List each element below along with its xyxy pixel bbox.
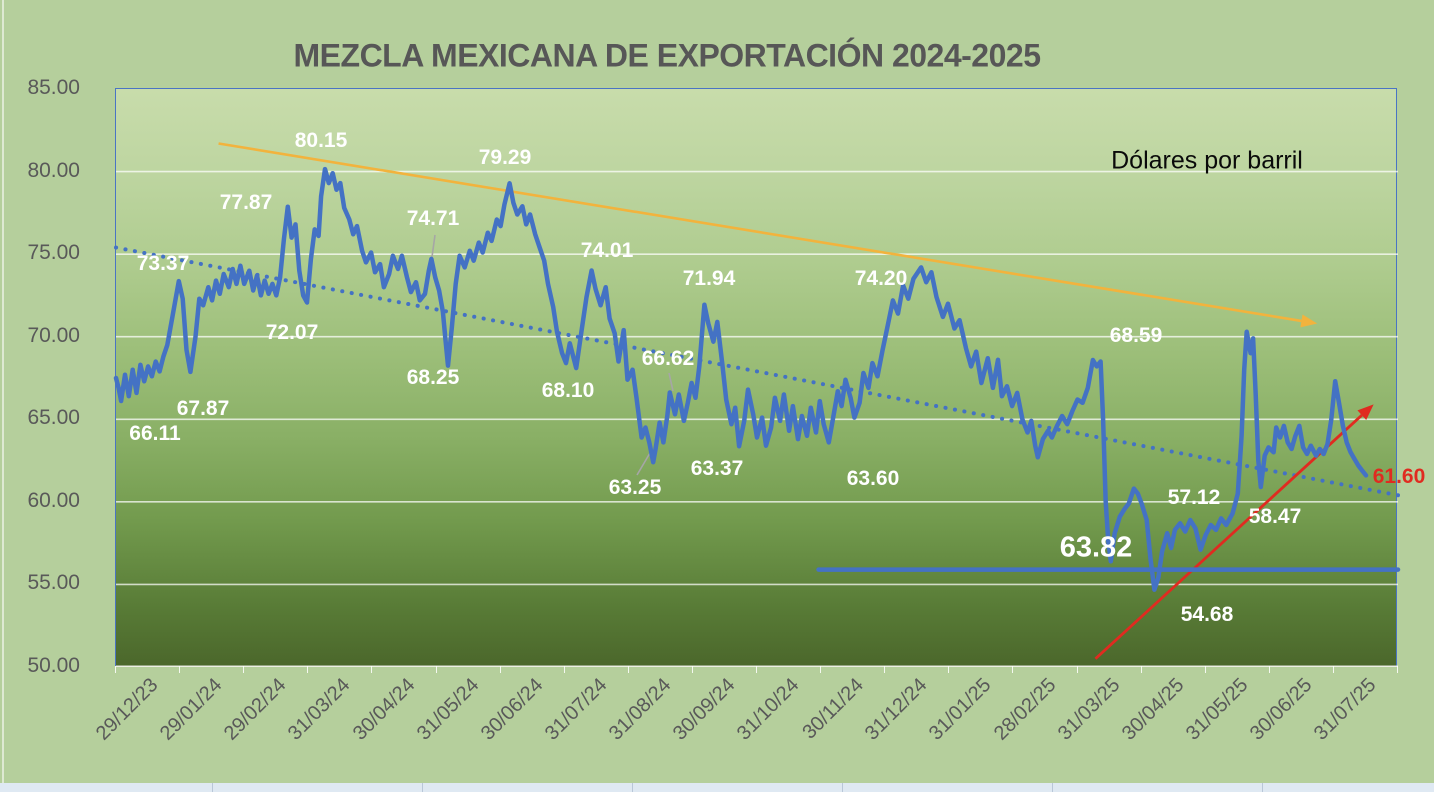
- axis-tick-mark: [563, 666, 565, 673]
- resistance-arrow: [218, 142, 1302, 323]
- axis-tick-mark: [1204, 666, 1206, 673]
- x-axis-tick-text: 29/02/24: [220, 674, 291, 745]
- data-label: 54.68: [1180, 603, 1234, 626]
- data-label: 57.12: [1167, 486, 1221, 509]
- x-axis-tick-text: 31/10/24: [732, 674, 804, 745]
- axis-tick-mark: [499, 666, 501, 673]
- axis-tick-mark: [115, 666, 116, 673]
- y-axis-tick-label: 80.00: [27, 158, 80, 182]
- y-axis-tick-label: 65.00: [27, 406, 80, 430]
- label-leader-line: [668, 372, 674, 392]
- axis-tick-mark: [691, 666, 693, 673]
- x-axis-tick-text: 30/06/24: [476, 674, 548, 745]
- unit-label: Dólares por barril: [1111, 146, 1303, 175]
- sheet-cell-border: [1262, 783, 1263, 792]
- sheet-strip: [0, 783, 1434, 792]
- x-axis-tick-text: 31/12/24: [861, 674, 932, 745]
- data-label: 63.25: [608, 476, 662, 499]
- axis-tick-mark: [884, 666, 886, 673]
- data-label: 58.47: [1248, 505, 1302, 528]
- x-axis-tick-text: 28/02/25: [989, 674, 1060, 745]
- x-axis-tick-text: 31/07/24: [540, 674, 612, 745]
- data-label: 66.11: [129, 422, 181, 445]
- data-label: 68.59: [1109, 324, 1163, 347]
- x-axis-tick-text: 31/01/25: [925, 674, 996, 745]
- axis-tick-mark: [179, 666, 181, 673]
- sheet-cell-border: [422, 783, 423, 792]
- axis-tick-mark: [371, 666, 373, 673]
- data-label: 79.29: [478, 146, 532, 169]
- x-axis-tick-text: 31/03/25: [1053, 674, 1125, 745]
- sheet-edge-line: [2, 0, 4, 783]
- x-axis-tick-text: 31/05/25: [1181, 674, 1253, 745]
- axis-tick-mark: [243, 666, 245, 673]
- chart-title: MEZCLA MEXICANA DE EXPORTACIÓN 2024-2025: [293, 37, 1041, 74]
- axis-tick-mark: [756, 666, 757, 673]
- axis-tick-mark: [1397, 666, 1398, 673]
- x-axis-tick-text: 31/08/24: [604, 674, 676, 745]
- data-label: 66.62: [641, 347, 695, 370]
- axis-tick-mark: [1268, 666, 1270, 673]
- sheet-cell-border: [842, 783, 843, 792]
- axis-tick-mark: [627, 666, 629, 673]
- data-label: 61.60: [1372, 465, 1426, 488]
- y-axis-tick-label: 70.00: [27, 323, 80, 347]
- axis-tick-mark: [820, 666, 822, 673]
- sheet-cell-border: [1052, 783, 1053, 792]
- label-leader-line: [636, 452, 651, 476]
- x-axis-tick-text: 31/05/24: [412, 674, 484, 745]
- y-axis-tick-label: 60.00: [27, 488, 80, 512]
- x-axis-tick-text: 30/09/24: [668, 674, 740, 745]
- data-label: 63.37: [690, 457, 744, 480]
- chart-svg: [113, 142, 1401, 667]
- data-label: 72.07: [265, 321, 319, 344]
- data-label: 63.60: [846, 467, 900, 490]
- y-axis-tick-label: 55.00: [27, 571, 80, 595]
- data-label: 74.01: [580, 239, 634, 262]
- axis-tick-mark: [1076, 666, 1078, 673]
- data-label: 74.71: [406, 207, 460, 230]
- x-axis-tick-text: 31/03/24: [284, 674, 355, 745]
- x-axis-tick-text: 29/12/23: [91, 674, 163, 745]
- x-axis-tick-text: 30/06/25: [1245, 674, 1317, 745]
- data-label: 71.94: [682, 267, 736, 290]
- sheet-cell-border: [212, 783, 213, 792]
- axis-tick-mark: [1012, 666, 1014, 673]
- x-axis-tick-text: 30/04/24: [348, 674, 419, 745]
- price-series-line: [113, 166, 1369, 592]
- data-label: 73.37: [136, 252, 190, 275]
- data-label: 80.15: [294, 129, 348, 152]
- x-axis-tick-text: 30/11/24: [798, 674, 868, 744]
- data-label: 77.87: [219, 191, 273, 214]
- label-leader-line: [431, 234, 436, 258]
- sheet-cell-border: [632, 783, 633, 792]
- x-axis-tick-text: 29/01/24: [156, 674, 227, 745]
- axis-tick-mark: [948, 666, 950, 673]
- linear-trend-dotted: [114, 245, 1400, 498]
- axis-tick-mark: [1140, 666, 1142, 673]
- axis-tick-mark: [307, 666, 309, 673]
- x-axis-tick-text: 31/07/25: [1309, 674, 1381, 745]
- plot-area: 66.11 67.87 73.37 77.87 72.07 80.15 74.71 68.25…: [113, 88, 1425, 667]
- data-label: 63.82: [1059, 531, 1133, 564]
- data-label: 68.10: [541, 379, 595, 402]
- axis-tick-mark: [435, 666, 437, 673]
- y-axis-tick-label: 75.00: [27, 241, 80, 265]
- axis-tick-mark: [1332, 666, 1334, 673]
- support-arrow-head: [1357, 404, 1374, 421]
- data-label: 67.87: [176, 397, 230, 420]
- y-axis-tick-label: 85.00: [27, 76, 80, 99]
- y-axis-tick-label: 50.00: [27, 654, 80, 677]
- resistance-arrow-head: [1300, 314, 1318, 328]
- x-axis-tick-text: 30/04/25: [1117, 674, 1189, 745]
- data-label: 68.25: [406, 366, 460, 389]
- data-label: 74.20: [854, 267, 908, 290]
